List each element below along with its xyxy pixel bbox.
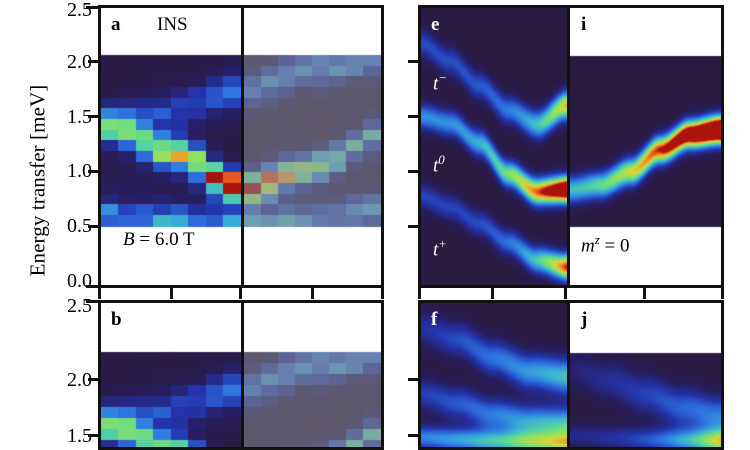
ytick-mark-right-top-1.5: [408, 115, 419, 118]
t-plus-sup: +: [438, 236, 447, 251]
y-tick-labels: 2.5 2.0 1.5 1.0 0.5 0.0 2.5 2.0 1.5: [0, 0, 92, 450]
branch-label-t-zero: t0: [433, 152, 445, 177]
y-tick-0.5-top: 0.5: [67, 215, 92, 237]
panel-b-left: [101, 303, 241, 447]
panel-j: [570, 303, 721, 447]
panel-b-letter: b: [111, 309, 122, 330]
xtick-a-right-mid: [311, 288, 314, 299]
y-tick-2.5-top: 2.5: [67, 0, 92, 21]
xtick-i-mid: [643, 288, 646, 299]
ytick-mark-bottom-1.5: [88, 434, 98, 437]
xtick-a-divider: [239, 288, 242, 299]
xtick-e-mid: [491, 288, 494, 299]
panel-group-f-j: f j: [418, 300, 724, 450]
panel-e: [421, 8, 567, 285]
xtick-a-right-end: [381, 288, 384, 299]
t-minus-base: t: [433, 73, 439, 95]
ytick-mark-top-2.5: [86, 6, 98, 9]
panel-a-field-annotation: B = 6.0 T: [123, 229, 195, 251]
panel-a-divider: [241, 8, 244, 285]
m-symbol: m: [581, 235, 595, 257]
panel-a-letter: a: [111, 14, 121, 35]
ytick-mark-top-0.0: [86, 285, 98, 288]
panel-f-j-divider: [567, 303, 570, 447]
heatmap-f: [421, 303, 567, 447]
y-tick-1.5-bottom: 1.5: [67, 425, 92, 447]
panel-a-left: [101, 8, 241, 285]
panel-e-i-divider: [567, 8, 570, 285]
branch-label-t-plus: t+: [433, 236, 447, 261]
xtick-e-start: [418, 288, 421, 299]
ytick-mark-right-top-0.5: [408, 225, 419, 228]
heatmap-a-right: [244, 8, 381, 285]
ytick-mark-right-top-1.0: [408, 170, 419, 173]
panel-i-magnetization-annotation: mz = 0: [581, 232, 629, 257]
ytick-mark-bottom-2.5: [86, 300, 98, 303]
y-tick-2.0-bottom: 2.0: [67, 369, 92, 391]
ytick-mark-right-top-2.0: [408, 60, 419, 63]
m-value: = 0: [599, 235, 630, 257]
heatmap-a-left: [101, 8, 241, 285]
y-tick-0.0-top: 0.0: [67, 270, 92, 292]
panel-a-right: [244, 8, 381, 285]
panel-group-b: b: [98, 300, 384, 450]
y-tick-1.0-top: 1.0: [67, 160, 92, 182]
panel-e-letter: e: [431, 14, 440, 35]
m-sup: z: [594, 232, 600, 247]
y-tick-1.5-top: 1.5: [67, 106, 92, 128]
heatmap-e: [421, 8, 567, 285]
field-value: = 6.0 T: [134, 229, 195, 250]
panel-j-letter: j: [581, 309, 588, 330]
panel-b-right: [244, 303, 381, 447]
ytick-mark-top-1.0: [88, 170, 98, 173]
panel-b-divider: [241, 303, 244, 447]
panel-f-letter: f: [431, 309, 438, 330]
ytick-mark-top-2.0: [88, 60, 98, 63]
xtick-a-left-start: [98, 288, 101, 299]
t-zero-sup: 0: [438, 152, 445, 167]
ytick-mark-right-bottom-1.5: [408, 434, 419, 437]
panel-group-a: a INS B = 6.0 T: [98, 5, 384, 288]
ytick-mark-bottom-2.0: [88, 378, 98, 381]
t-minus-sup: −: [438, 70, 447, 85]
field-symbol: B: [123, 229, 135, 250]
panel-i-letter: i: [581, 14, 587, 35]
heatmap-j: [570, 303, 721, 447]
ytick-mark-right-bottom-2.0: [408, 378, 419, 381]
xtick-i-end: [721, 288, 724, 299]
heatmap-b-right: [244, 303, 381, 447]
ytick-mark-top-1.5: [88, 115, 98, 118]
heatmap-i: [570, 8, 721, 285]
xtick-a-left-mid: [170, 288, 173, 299]
panel-f: [421, 303, 567, 447]
heatmap-b-left: [101, 303, 241, 447]
branch-label-t-minus: t−: [433, 70, 447, 95]
panel-a-title: INS: [157, 14, 188, 35]
t-zero-base: t: [433, 155, 439, 177]
y-tick-2.5-bottom: 2.5: [67, 295, 92, 317]
panel-group-e-i: e i t− t0 t+ mz = 0: [418, 5, 724, 288]
y-tick-2.0-top: 2.0: [67, 51, 92, 73]
ytick-mark-top-0.5: [88, 225, 98, 228]
xtick-e-divider: [564, 288, 567, 299]
t-plus-base: t: [433, 239, 439, 261]
panel-i: [570, 8, 721, 285]
